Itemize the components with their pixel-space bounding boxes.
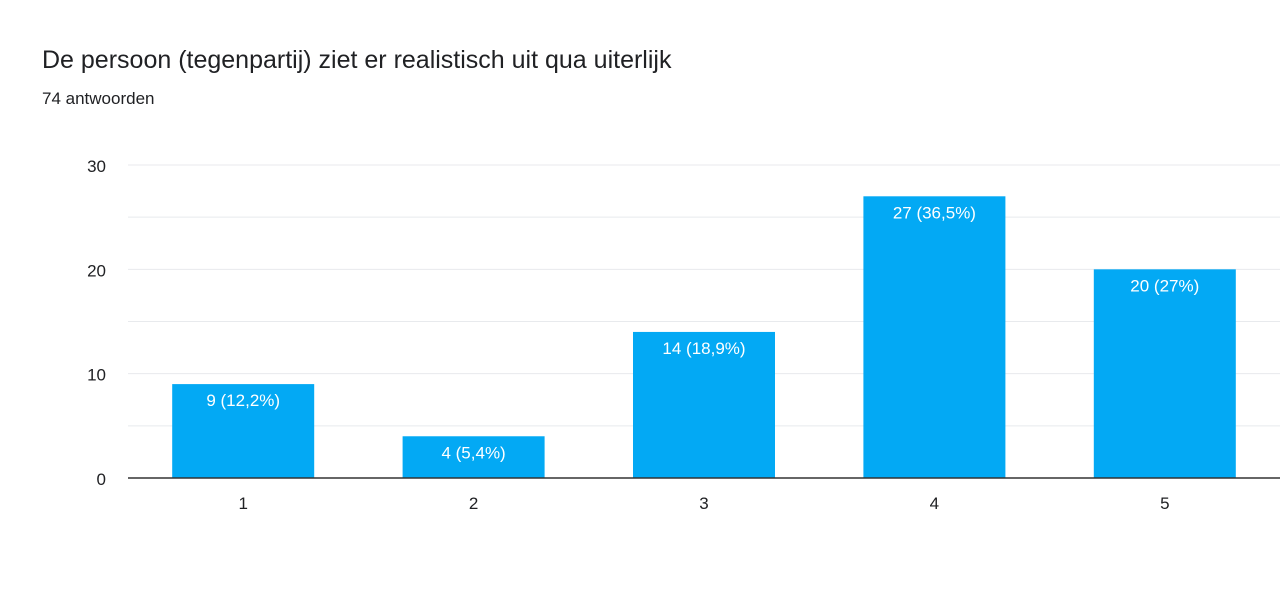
x-tick-label: 5 [1160,494,1169,513]
x-tick-label: 1 [238,494,247,513]
bar [863,196,1006,479]
bar-data-label: 20 (27%) [1130,276,1199,295]
bar-data-label: 14 (18,9%) [662,339,745,358]
chart-title: De persoon (tegenpartij) ziet er realist… [42,46,672,74]
bar-data-label: 27 (36,5%) [893,203,976,222]
bars [172,196,1236,479]
x-axis-ticks: 1 2 3 4 5 [238,494,1169,513]
y-tick-label: 20 [87,261,106,280]
bar-data-label: 9 (12,2%) [206,391,280,410]
bar-labels: 9 (12,2%) 4 (5,4%) 14 (18,9%) 27 (36,5%) 20 … [206,203,1199,462]
bar [402,436,545,478]
response-count: 74 antwoorden [42,89,155,108]
bar-data-label: 4 (5,4%) [441,443,505,462]
x-tick-label: 3 [699,494,708,513]
x-tick-label: 4 [930,494,939,513]
y-tick-label: 30 [87,157,106,176]
bar [172,384,315,478]
y-tick-label: 10 [87,366,106,385]
y-axis-ticks: 0 10 20 30 [87,157,106,489]
bar [1093,269,1236,478]
bar [633,331,775,478]
y-tick-label: 0 [97,470,106,489]
x-tick-label: 2 [469,494,478,513]
